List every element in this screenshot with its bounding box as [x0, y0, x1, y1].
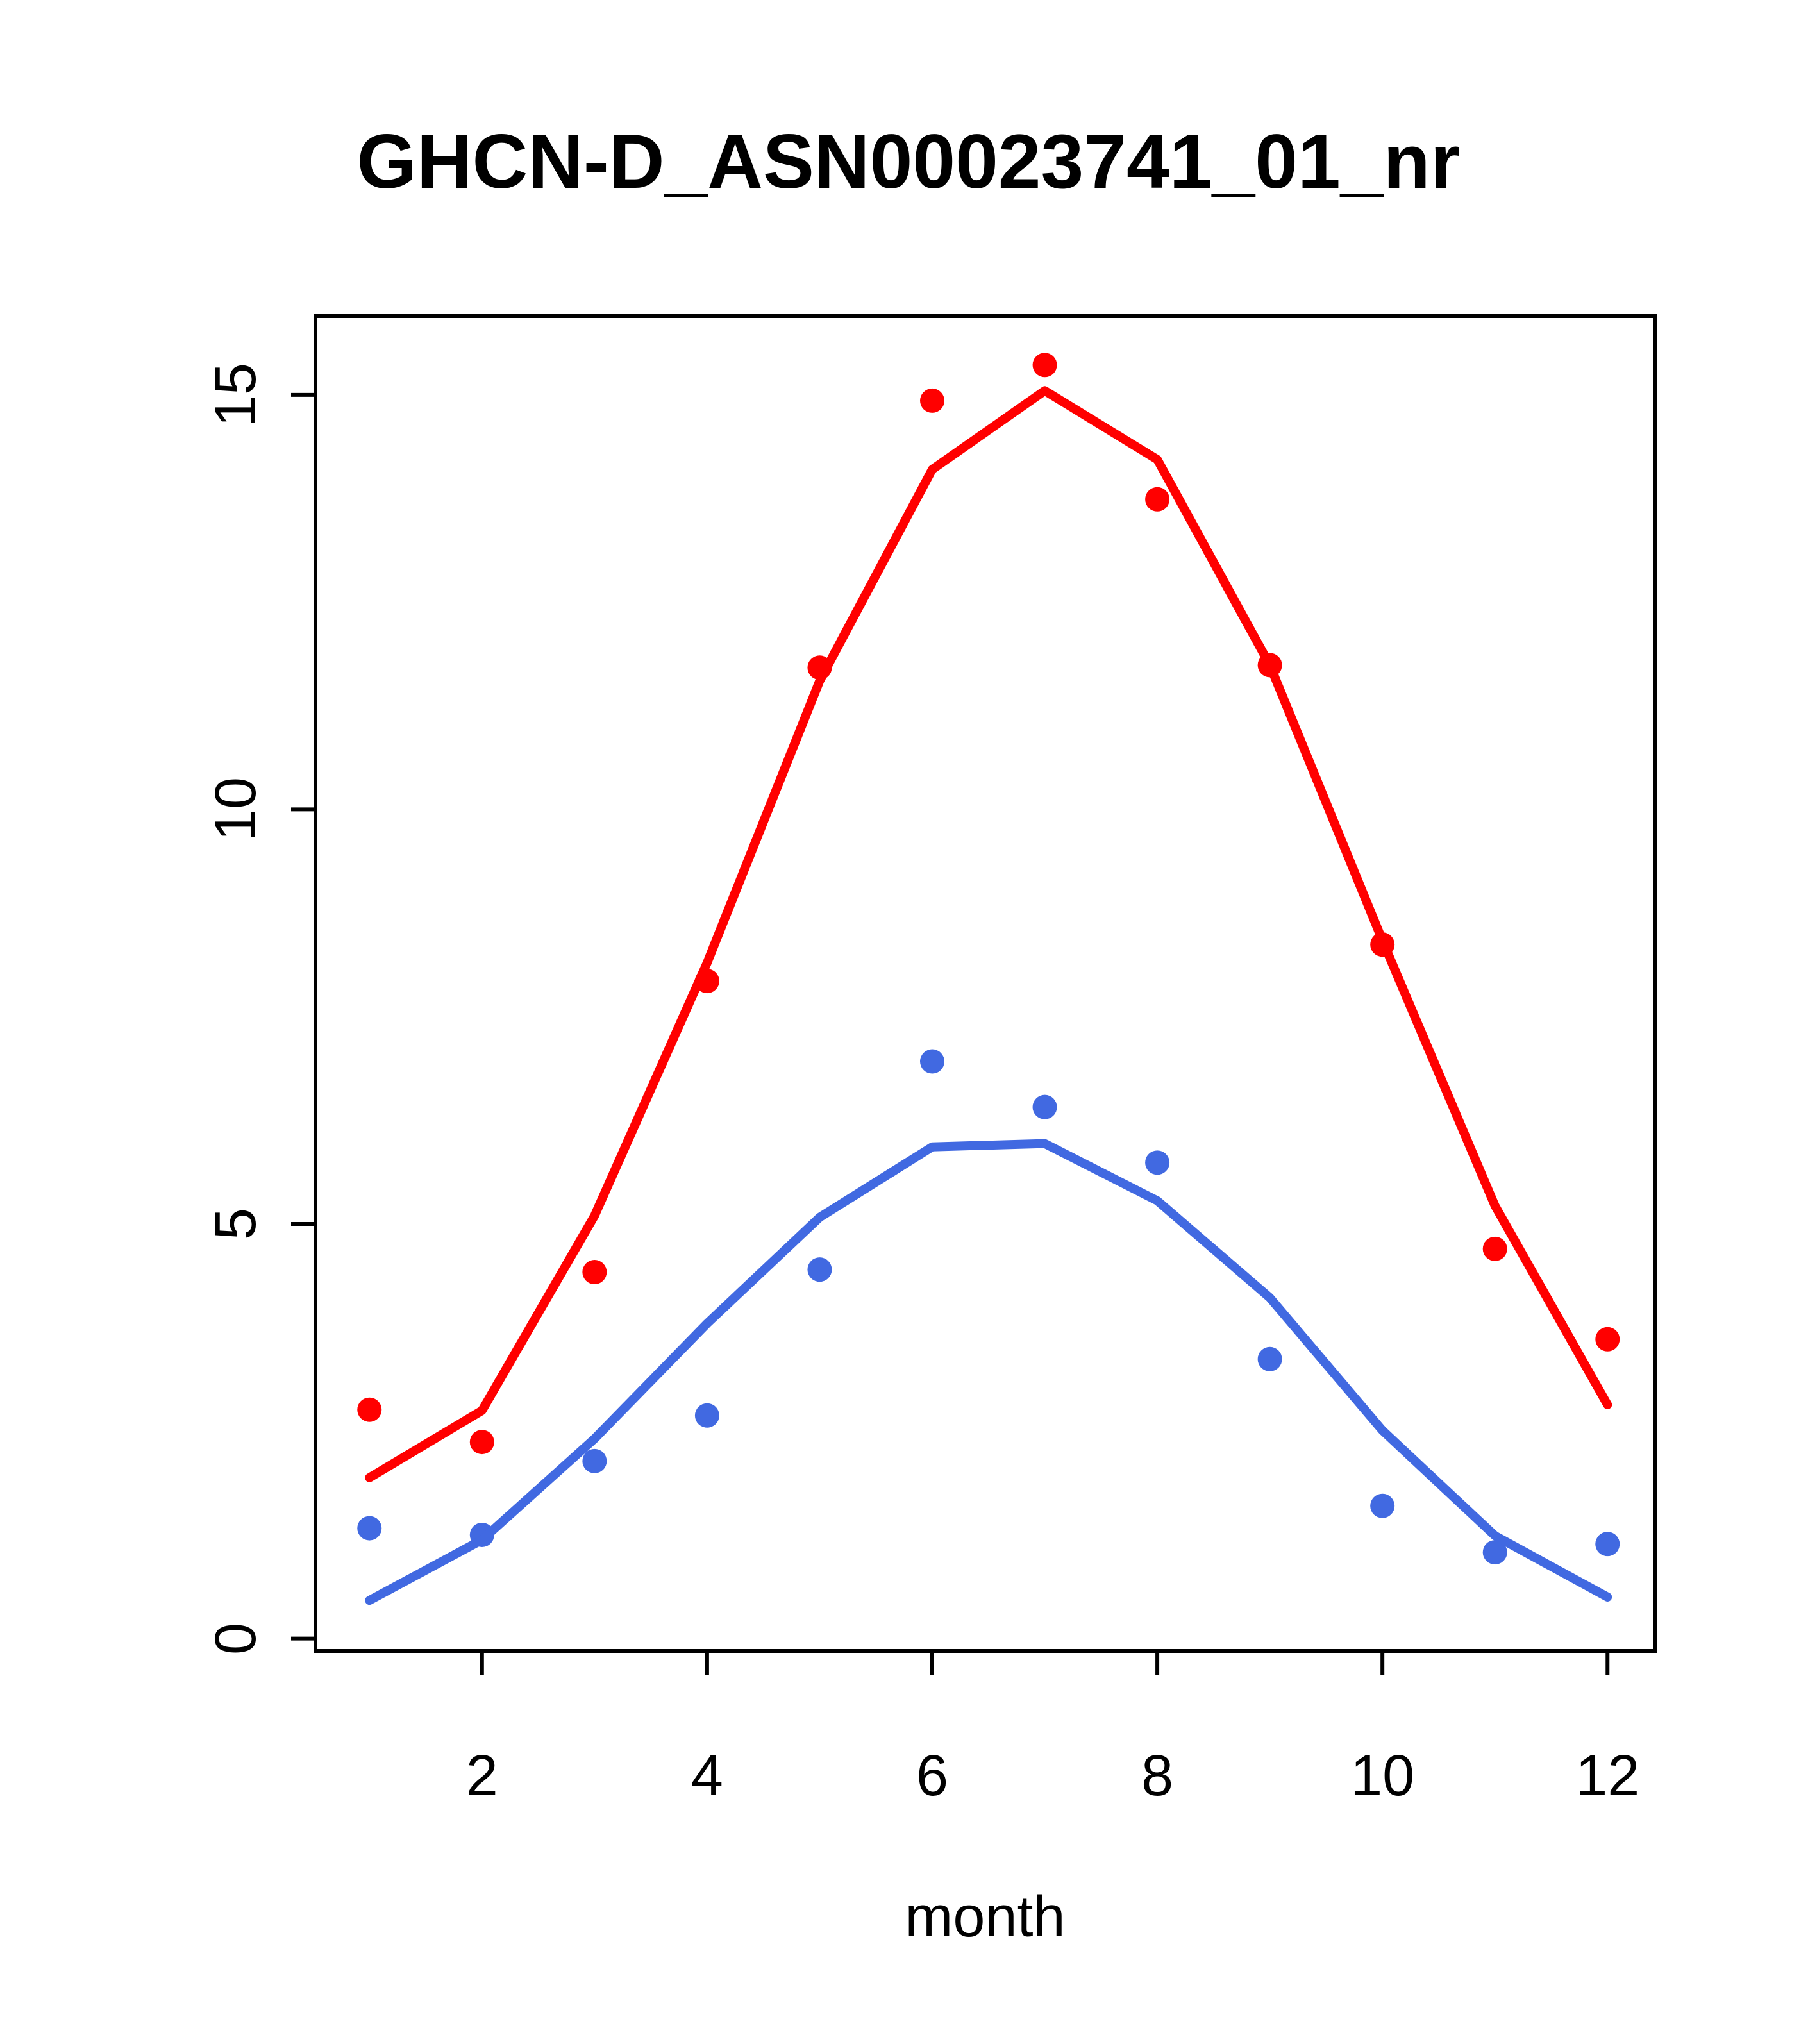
red-observations-point [1145, 487, 1170, 512]
blue-fit-line [365, 1139, 1612, 1605]
blue-observations-point [1482, 1540, 1507, 1565]
blue-observations-point [1145, 1150, 1170, 1175]
red-observations-point [469, 1430, 494, 1455]
x-tick-label: 8 [1141, 1744, 1174, 1808]
blue-observations-point [357, 1516, 382, 1541]
blue-observations-point [1257, 1346, 1282, 1371]
y-tick-label: 10 [204, 777, 268, 842]
x-tick-label: 10 [1350, 1744, 1415, 1808]
x-axis-label: month [905, 1885, 1066, 1949]
blue-observations-point [919, 1049, 944, 1074]
x-tick-label: 6 [916, 1744, 949, 1808]
blue-observations-point [807, 1257, 832, 1282]
x-tick-label: 2 [465, 1744, 498, 1808]
red-observations-point [1032, 353, 1057, 378]
y-tick-label: 5 [204, 1207, 268, 1241]
x-tick-label: 12 [1575, 1744, 1640, 1808]
blue-observations-point [694, 1403, 719, 1428]
red-observations-point [1482, 1236, 1507, 1261]
red-observations-point [919, 388, 944, 413]
red-fit-line [365, 386, 1612, 1482]
y-tick-label: 0 [204, 1622, 268, 1655]
plot-box [314, 314, 1657, 1653]
x-tick-label: 4 [691, 1744, 723, 1808]
blue-observations-point [1032, 1094, 1057, 1119]
y-tick-label: 15 [204, 362, 268, 427]
chart-title: GHCN-D_ASN00023741_01_nr [356, 119, 1461, 205]
red-observations-point [582, 1260, 607, 1285]
red-observations-point [1595, 1327, 1620, 1352]
blue-observations-point [1595, 1532, 1620, 1557]
blue-observations-point [1370, 1493, 1395, 1518]
blue-observations-point [582, 1448, 607, 1473]
red-observations-point [357, 1397, 382, 1422]
